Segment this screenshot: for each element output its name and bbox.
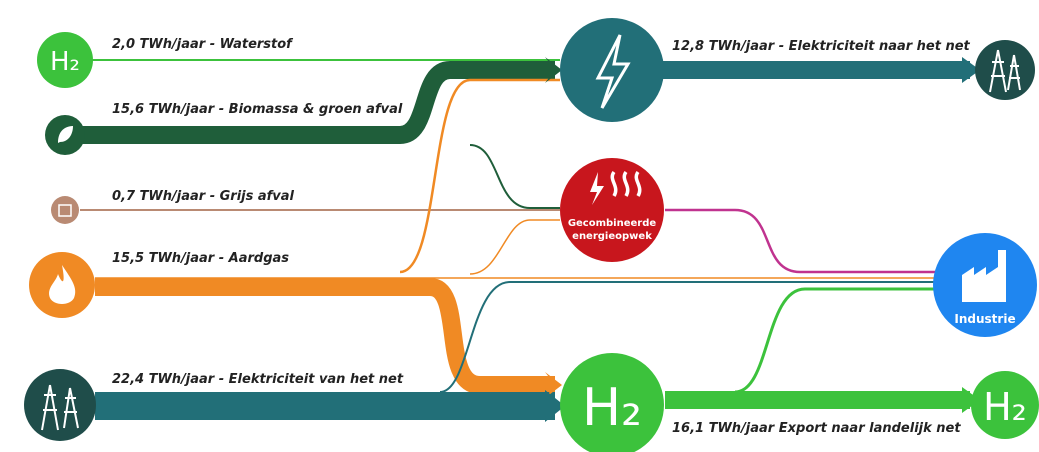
node-hydrogen (37, 32, 93, 88)
pylon-icon (41, 384, 79, 431)
node-label: energieopwek (572, 231, 652, 242)
flow-label: 15,5 TWh/jaar - Aardgas (112, 251, 289, 266)
arrow-head (962, 57, 980, 83)
node-label: H₂ (582, 378, 642, 438)
node-waste (51, 196, 79, 224)
flow-label: 22,4 TWh/jaar - Elektriciteit van het ne… (112, 372, 404, 387)
flow-label: 0,7 TWh/jaar - Grijs afval (112, 189, 295, 204)
leaf-icon (58, 126, 73, 143)
arrow-head (545, 390, 565, 422)
bin-icon (58, 204, 72, 217)
flow-grid-industry (439, 281, 935, 393)
flame-icon (49, 265, 76, 304)
pylon-icon (989, 49, 1021, 93)
factory-icon (962, 250, 1006, 302)
flow-gas-electricity (399, 78, 560, 274)
flow-h2-industry (734, 287, 935, 394)
node-label: H₂ (50, 47, 80, 77)
lightning-icon (595, 34, 631, 109)
node-electricity (560, 18, 664, 122)
node-h2-export (971, 371, 1039, 439)
flow-biomass-chp (469, 144, 560, 209)
node-label: H₂ (983, 385, 1027, 429)
node-grid (24, 369, 96, 441)
heat-icon (610, 170, 642, 197)
flow-label: 15,6 TWh/jaar - Biomassa & groen afval (112, 102, 403, 117)
arrow-head (545, 57, 562, 83)
flow-gas (95, 278, 555, 394)
flow-label: 16,1 TWh/jaar Export naar landelijk net (672, 421, 961, 436)
arrow-head (545, 372, 562, 398)
lightning-icon (590, 172, 604, 205)
flow-biomass (80, 61, 555, 144)
arrow-head (962, 387, 980, 413)
flows (80, 57, 980, 422)
node-h2 (560, 353, 664, 452)
flow-chp-industry (665, 208, 935, 274)
flow-gas-chp (469, 219, 560, 275)
node-label: Industrie (954, 312, 1015, 326)
flow-label: 12,8 TWh/jaar - Elektriciteit naar het n… (672, 39, 971, 54)
node-label: Gecombineerde (568, 218, 657, 229)
flow-label: 2,0 TWh/jaar - Waterstof (112, 37, 294, 52)
